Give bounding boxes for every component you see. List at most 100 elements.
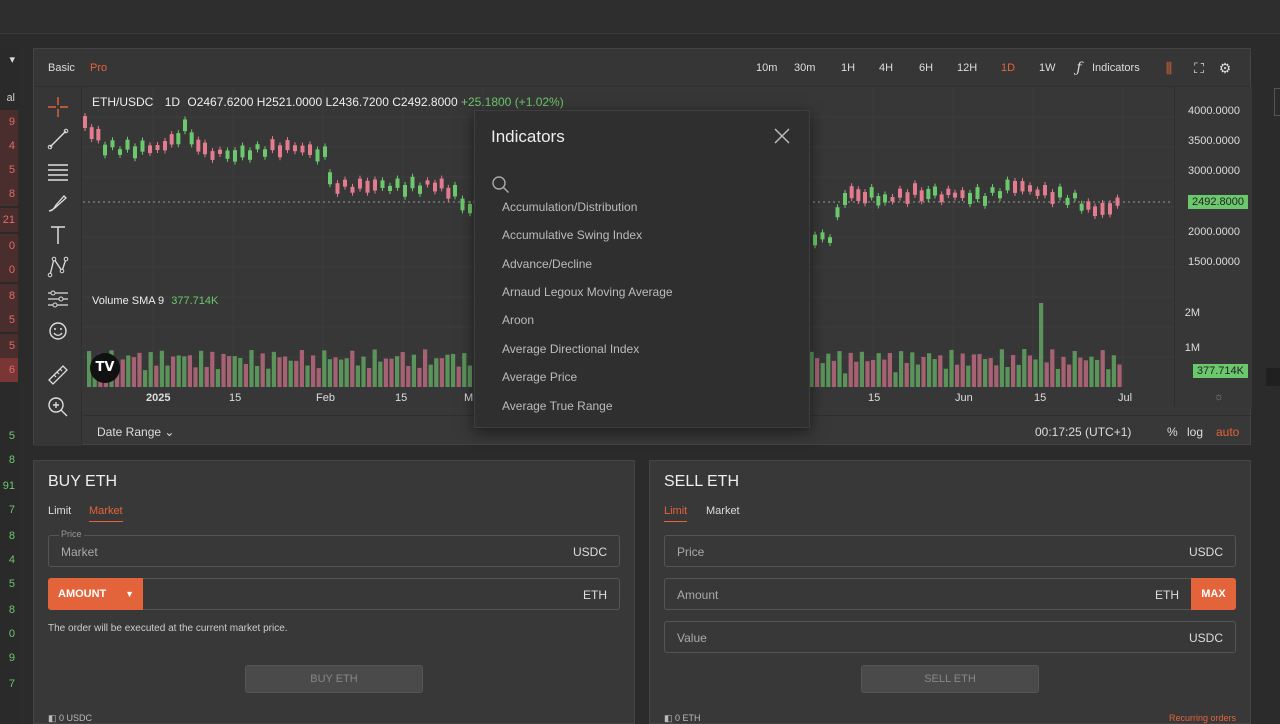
indicator-item[interactable]: Advance/Decline	[502, 257, 593, 271]
orderbook-row: 5	[0, 308, 18, 332]
sell-button[interactable]: SELL ETH	[861, 665, 1039, 693]
orderbook-row: 9	[8, 652, 15, 664]
ruler-icon[interactable]	[46, 363, 70, 387]
candle	[990, 187, 995, 193]
orderbook-row: 6	[0, 358, 18, 382]
tab-market[interactable]: Market	[706, 505, 740, 517]
axis-settings-icon[interactable]: ☼	[1213, 391, 1224, 403]
candle	[1013, 180, 1017, 193]
volume-bar	[467, 365, 472, 387]
text-tool-icon[interactable]	[46, 223, 70, 247]
x-axis-label: M	[464, 392, 474, 404]
amount-unit: ETH	[1155, 588, 1179, 602]
price-field[interactable]: Price USDC	[664, 535, 1236, 567]
prediction-icon[interactable]	[46, 287, 70, 311]
volume-bar	[915, 364, 920, 387]
indicator-item[interactable]: Average Price	[502, 370, 578, 384]
trendline-icon[interactable]	[46, 127, 70, 151]
tab-limit[interactable]: Limit	[664, 505, 688, 522]
orderbook-row: 5	[0, 334, 18, 358]
date-range-button[interactable]: Date Range ⌄	[97, 425, 174, 439]
timeframe-1w[interactable]: 1W	[1039, 62, 1056, 74]
date-range-label: Date Range	[97, 425, 162, 439]
candle	[365, 180, 370, 193]
zoom-in-icon[interactable]	[46, 395, 70, 419]
brush-icon[interactable]	[46, 191, 70, 215]
candle	[919, 190, 924, 202]
close-icon[interactable]	[773, 127, 791, 145]
price-axis-label: 1500.0000	[1188, 256, 1240, 268]
timeframe-1d[interactable]: 1D	[1001, 62, 1016, 74]
tradingview-logo[interactable]: TV	[90, 353, 120, 383]
current-price-tag: 2492.8000	[1188, 195, 1248, 209]
orderbook-row: 7	[8, 504, 15, 516]
price-field[interactable]: Price Market USDC	[48, 529, 620, 567]
indicator-item[interactable]: Accumulative Swing Index	[502, 228, 643, 242]
tab-market[interactable]: Market	[89, 505, 123, 522]
fib-lines-icon[interactable]	[46, 159, 70, 183]
candle	[248, 150, 252, 160]
tab-limit[interactable]: Limit	[48, 505, 72, 517]
indicators-button[interactable]: Indicators	[1092, 62, 1140, 74]
orderbook-row: 21	[0, 208, 18, 232]
candle	[813, 234, 817, 246]
gear-icon[interactable]: ⚙	[1218, 60, 1232, 76]
buy-button[interactable]: BUY ETH	[245, 665, 423, 693]
fullscreen-icon[interactable]: ⛶	[1194, 60, 1204, 76]
timeframe-30m[interactable]: 30m	[794, 62, 816, 74]
timeframe-10m[interactable]: 10m	[756, 62, 778, 74]
pattern-icon[interactable]	[46, 255, 70, 279]
auto-toggle[interactable]: auto	[1216, 425, 1240, 439]
amount-field[interactable]: Amount ETH MAX	[664, 578, 1236, 610]
x-axis-label: Feb	[316, 392, 335, 404]
candle	[418, 185, 422, 194]
search-icon[interactable]	[491, 175, 511, 195]
log-toggle[interactable]: log	[1187, 425, 1204, 439]
timeframe-6h[interactable]: 6H	[919, 62, 934, 74]
volume-bar	[1022, 349, 1027, 387]
price-placeholder: Price	[677, 545, 705, 559]
price-axis[interactable]: 4000.0000 3500.0000 3000.0000 2492.8000 …	[1174, 87, 1252, 407]
function-icon[interactable]: ƒ	[1076, 60, 1082, 76]
percent-toggle[interactable]: %	[1167, 425, 1178, 439]
candle	[425, 180, 430, 185]
candle	[388, 185, 392, 191]
candle	[155, 145, 160, 150]
candle	[323, 146, 327, 157]
volume-bar	[955, 364, 960, 387]
candle	[328, 172, 332, 185]
candle	[300, 145, 305, 153]
amount-field[interactable]: AMOUNT ▼ ETH	[48, 578, 620, 610]
max-button[interactable]: MAX	[1191, 578, 1236, 610]
volume-bar	[372, 349, 377, 387]
indicator-item[interactable]: Average True Range	[502, 399, 613, 413]
indicator-item[interactable]: Accumulation/Distribution	[502, 200, 638, 214]
amount-type-dropdown[interactable]: AMOUNT ▼	[48, 578, 143, 610]
timeframe-4h[interactable]: 4H	[879, 62, 894, 74]
candle	[968, 192, 972, 205]
orderbook-row: 5	[8, 430, 15, 442]
mode-pro[interactable]: Pro	[90, 62, 108, 74]
indicator-item[interactable]: Average Directional Index	[502, 342, 640, 356]
value-field[interactable]: Value USDC	[664, 621, 1236, 653]
candle	[869, 187, 874, 198]
candle	[1093, 206, 1097, 217]
timeframe-1h[interactable]: 1H	[841, 62, 856, 74]
candle	[410, 176, 415, 189]
indicator-item[interactable]: Arnaud Legoux Moving Average	[502, 285, 673, 299]
mode-basic[interactable]: Basic	[48, 62, 75, 74]
volume-bar	[871, 359, 876, 387]
volume-bar	[949, 349, 954, 387]
volume-bar	[1067, 364, 1072, 387]
candle	[1065, 197, 1070, 206]
indicator-item[interactable]: Aroon	[502, 313, 535, 327]
chevron-down-icon: ⌄	[164, 425, 175, 439]
candles-icon[interactable]: ⫼	[1165, 60, 1173, 76]
timeframe-12h[interactable]: 12H	[957, 62, 978, 74]
candle	[103, 144, 107, 156]
volume-bar	[283, 356, 288, 387]
crosshair-icon[interactable]	[46, 95, 70, 119]
candle	[210, 151, 215, 160]
recurring-orders-link[interactable]: Recurring orders	[1168, 713, 1236, 723]
emoji-icon[interactable]	[46, 319, 70, 343]
